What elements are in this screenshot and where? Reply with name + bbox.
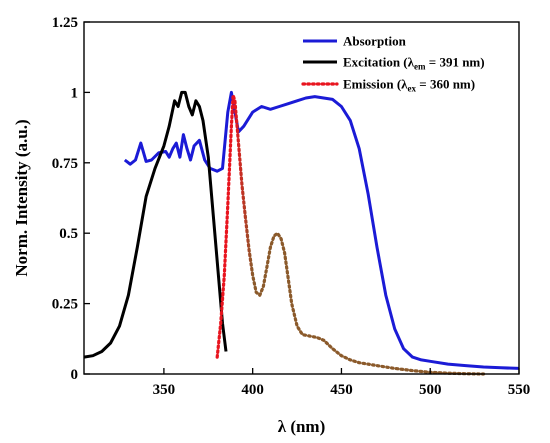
plot-frame [83,21,520,375]
x-tick-label: 550 [508,382,531,398]
y-tick-label: 0.75 [52,156,78,172]
x-tick-label: 450 [330,382,353,398]
x-axis-title: λ (nm) [278,417,326,436]
series-line-0 [123,90,520,370]
legend-label-emission-sub: ex [408,84,417,94]
y-tick-label: 0.5 [59,226,78,242]
series-layer [83,90,520,376]
series-line-1 [83,90,228,359]
series-line-2 [215,93,486,376]
x-tick-label: 500 [419,382,442,398]
legend-label-emission-base: Emission (λ [343,77,408,92]
y-tick-label: 1.25 [52,15,78,31]
y-tick-label: 0.25 [52,297,78,313]
legend-label-excitation: Excitation (λem = 391 nm) [343,55,485,72]
legend-label-excitation-sub: em [414,62,426,72]
y-axis-title: Norm. Intensity (a.u.) [12,119,31,276]
x-tick-label: 350 [153,382,176,398]
legend-label-emission-tail: = 360 nm) [416,77,475,92]
y-tick-label: 1 [71,85,79,101]
legend-label-emission: Emission (λex = 360 nm) [343,77,475,94]
legend-label-excitation-tail: = 391 nm) [426,55,485,70]
y-tick-label: 0 [71,367,79,383]
ticks-layer: 350 400 450 500 550 0 0.25 0.5 0.75 1 1.25 [52,15,531,398]
legend-label-excitation-base: Excitation (λ [343,55,415,70]
legend-label-absorption: Absorption [343,34,407,49]
legend-label-absorption-text: Absorption [343,34,407,49]
x-tick-label: 400 [241,382,264,398]
legend: Absorption Excitation (λem = 391 nm) Emi… [301,34,485,94]
